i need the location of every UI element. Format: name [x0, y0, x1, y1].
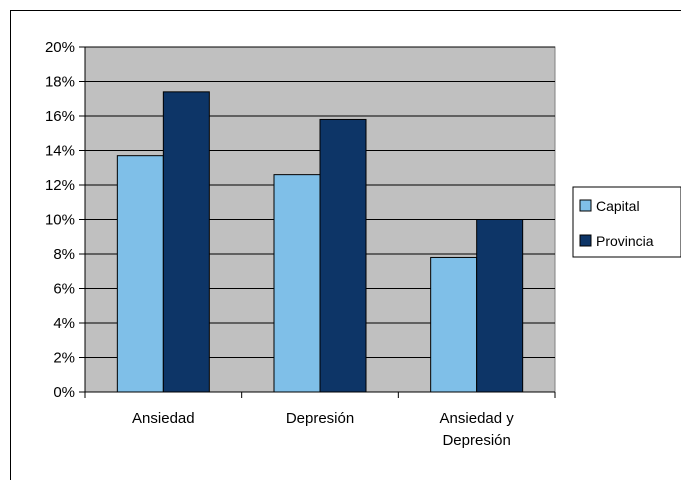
x-axis: Ansiedad Depresión Ansiedad y Depresión — [84, 391, 556, 449]
bar-capital-2 — [430, 256, 478, 393]
y-tick-label: 20% — [45, 39, 75, 56]
y-tick-label: 4% — [53, 315, 75, 332]
legend-label-capital: Capital — [596, 198, 640, 214]
chart-frame — [10, 10, 681, 480]
y-tick-label: 12% — [45, 177, 75, 194]
bar-provincia-1 — [319, 118, 367, 393]
bar-provincia-0 — [162, 91, 210, 393]
y-tick-label: 14% — [45, 143, 75, 160]
x-category-label: Depresión — [286, 410, 354, 427]
bar-provincia-2 — [476, 219, 524, 393]
y-tick-label: 8% — [53, 246, 75, 263]
y-tick-label: 18% — [45, 74, 75, 91]
bars — [116, 91, 524, 393]
legend-swatch-capital — [579, 199, 592, 212]
y-tick-label: 2% — [53, 350, 75, 367]
y-axis: 0% 2% 4% 6% 8% 10% 12% 14% 16% 18% 20% — [45, 39, 86, 401]
y-tick-label: 16% — [45, 108, 75, 125]
y-tick-label: 6% — [53, 281, 75, 298]
bar-capital-0 — [116, 155, 164, 393]
x-category-label: Ansiedad y — [440, 410, 515, 427]
x-category-label: Depresión — [442, 432, 510, 449]
bar-capital-1 — [273, 174, 321, 393]
legend: Capital Provincia — [572, 186, 681, 258]
y-tick-label: 0% — [53, 384, 75, 401]
y-tick-label: 10% — [45, 212, 75, 229]
legend-swatch-provincia — [579, 234, 592, 247]
legend-label-provincia: Provincia — [596, 233, 654, 249]
x-category-label: Ansiedad — [132, 410, 195, 427]
